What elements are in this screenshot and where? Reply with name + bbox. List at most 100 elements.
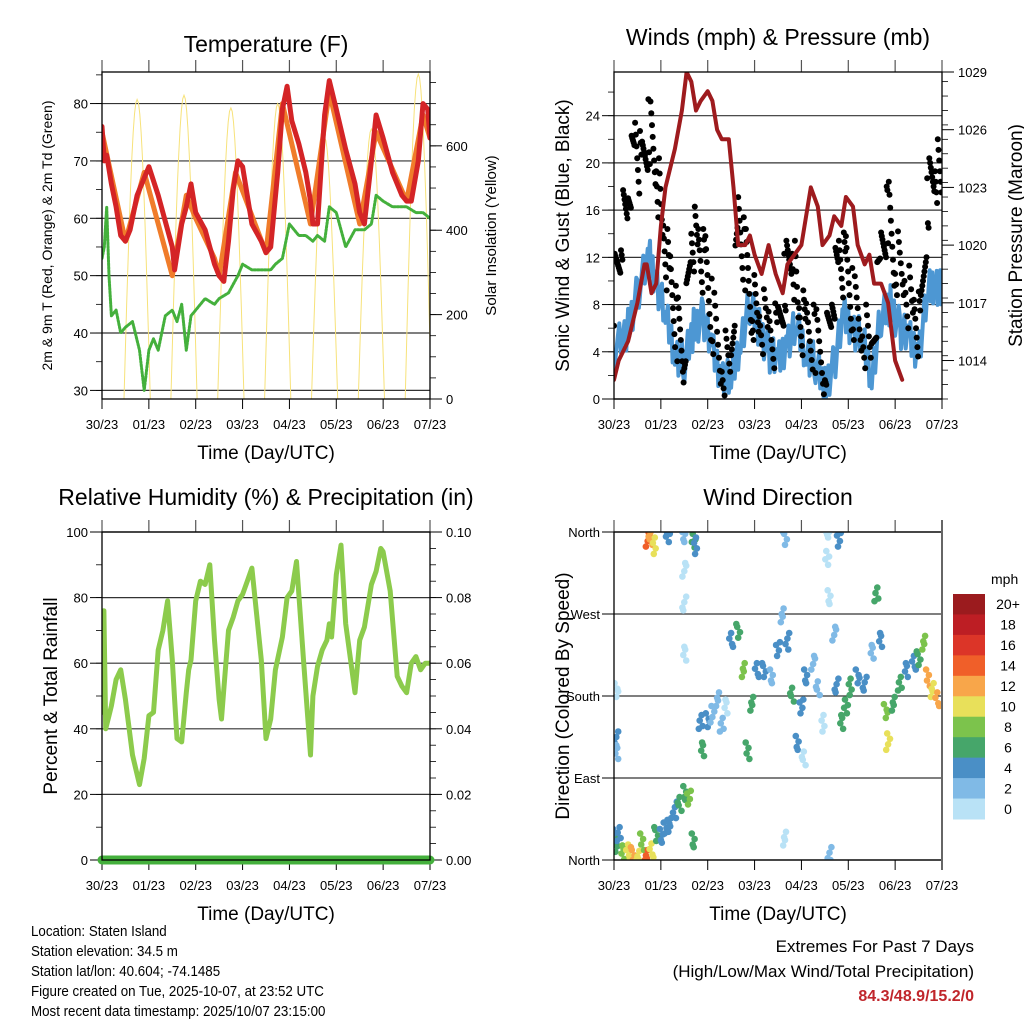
wind-direction-point <box>729 643 737 651</box>
gust-point <box>936 168 942 175</box>
plot-area <box>614 72 942 399</box>
gust-point <box>803 300 810 307</box>
wind-direction-point <box>628 846 636 854</box>
wind-direction-point <box>724 710 731 717</box>
gust-point <box>924 175 931 182</box>
y-tick-label: 80 <box>74 97 88 112</box>
gust-point <box>617 269 624 276</box>
wind-direction-point <box>799 704 806 712</box>
gust-point <box>784 247 791 254</box>
created-text: Figure created on Tue, 2025-10-07, at 23… <box>31 984 324 1000</box>
wind-direction-point <box>682 593 690 600</box>
gust-point <box>760 351 766 358</box>
y-tick-label: 4 <box>593 345 600 360</box>
wind-direction-point <box>650 550 658 558</box>
gust-point <box>797 324 804 330</box>
y-right-tick-label: 1023 <box>958 180 987 195</box>
x-tick-label: 05/23 <box>320 878 353 893</box>
wind-direction-point <box>839 725 847 733</box>
x-tick-label: 01/23 <box>645 417 678 432</box>
wind-direction-point <box>647 532 654 536</box>
wind-direction-point <box>727 629 735 637</box>
wind-direction-point <box>614 750 619 757</box>
gust-point <box>740 214 747 221</box>
gust-point <box>699 289 706 296</box>
gust-point <box>920 277 926 284</box>
gust-point <box>769 346 776 353</box>
x-tick-label: 03/23 <box>738 417 771 432</box>
wind-direction-point <box>688 830 696 837</box>
gust-point <box>873 334 880 341</box>
gust-point <box>799 352 806 359</box>
station-info: Location: Staten Island Station elevatio… <box>31 922 325 1022</box>
gust-point <box>887 217 894 224</box>
x-tick-label: 03/23 <box>226 417 259 432</box>
y-right-tick-label: 1017 <box>958 296 987 311</box>
gust-point <box>784 242 791 249</box>
gust-point <box>932 168 938 175</box>
y-right-tick-label: 1029 <box>958 65 987 80</box>
gust-point <box>933 189 940 196</box>
wind-direction-point <box>736 628 744 636</box>
gust-point <box>704 272 711 278</box>
gust-point <box>680 379 687 386</box>
wind-direction-point <box>686 795 694 803</box>
wind-direction-point <box>614 693 620 701</box>
gust-point <box>903 301 910 308</box>
wind-direction-point <box>811 655 819 662</box>
latlon-text: Station lat/lon: 40.604; -74.1485 <box>31 964 221 980</box>
wind-direction-point <box>888 707 896 714</box>
wind-direction-point <box>714 697 722 704</box>
gust-point <box>936 157 942 164</box>
gust-point <box>637 128 643 134</box>
wind-direction-point <box>884 741 892 748</box>
y-tick-label: 20 <box>586 156 600 171</box>
wind-direction-point <box>867 649 875 657</box>
gust-point <box>853 294 860 301</box>
wind-direction-point <box>667 814 675 822</box>
gust-point <box>664 226 671 232</box>
y-right-tick-label: 1026 <box>958 123 987 138</box>
wind-direction-point <box>666 823 674 830</box>
gust-point <box>814 316 821 323</box>
wind-direction-point <box>832 689 839 696</box>
wind-direction-point <box>824 854 831 860</box>
wind_direction-chart: Wind Direction North East South West North 30/… <box>553 484 1020 925</box>
wind-direction-point <box>665 828 672 836</box>
wind-direction-point <box>799 756 807 764</box>
gust-point <box>735 194 742 201</box>
gust-point <box>793 268 800 275</box>
wind-direction-point <box>746 755 753 763</box>
gust-point <box>656 170 663 177</box>
colorbar-label: 12 <box>1000 678 1016 694</box>
wind-direction-point <box>829 637 836 644</box>
sonic-wind-line <box>614 238 942 399</box>
wind-direction-point <box>914 650 921 658</box>
wind-direction-point <box>882 714 890 722</box>
gust-point <box>886 191 893 198</box>
gust-point <box>888 230 895 237</box>
wind-direction-point <box>835 675 842 682</box>
gust-point <box>911 306 918 313</box>
wind-direction-point <box>650 854 657 860</box>
gust-point <box>915 353 922 360</box>
wind-direction-point <box>614 679 618 687</box>
plot-frame <box>613 71 943 400</box>
y-tick-label: 12 <box>586 250 600 265</box>
wind-direction-point <box>707 719 714 726</box>
station-pressure-line <box>614 72 905 382</box>
gust-point <box>849 265 856 271</box>
extremes-panel: Extremes For Past 7 Days (High/Low/Max W… <box>673 934 974 1009</box>
gust-point <box>667 253 674 260</box>
gust-point <box>623 210 630 217</box>
wind-direction-point <box>891 693 898 701</box>
gust-point <box>700 226 707 232</box>
gust-point <box>752 290 759 297</box>
chart-title: Relative Humidity (%) & Precipitation (i… <box>58 484 473 510</box>
colorbar-label: 8 <box>1004 719 1012 735</box>
x-tick-label: 06/23 <box>879 878 912 893</box>
wind-direction-point <box>635 855 642 860</box>
gust-point <box>937 178 942 185</box>
wind-direction-point <box>917 656 924 663</box>
